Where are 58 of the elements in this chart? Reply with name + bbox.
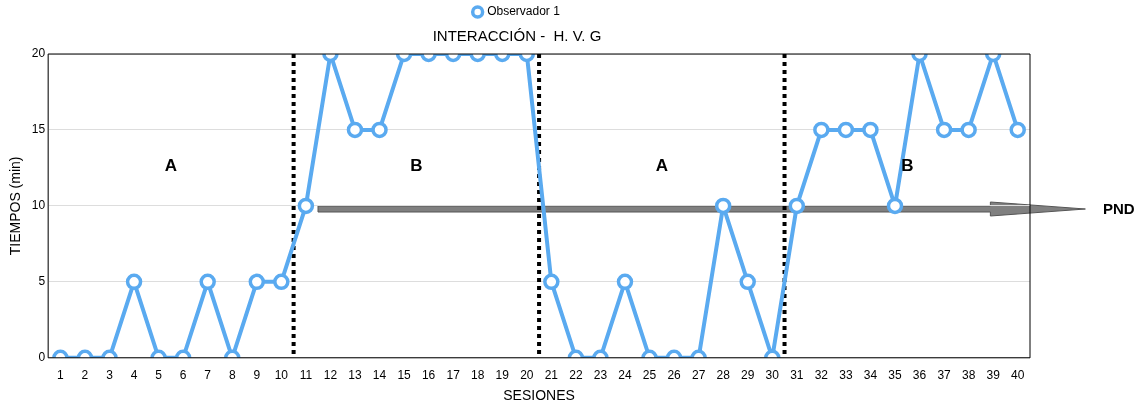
- x-tick-label: 14: [372, 368, 387, 383]
- x-tick-label: 6: [179, 368, 187, 383]
- x-tick-label: 20: [520, 368, 534, 383]
- x-tick-label: 8: [228, 368, 236, 383]
- x-tick-label: 21: [544, 368, 559, 383]
- y-axis-title: TIEMPOS (min): [7, 156, 24, 256]
- x-tick-label: 7: [204, 368, 212, 383]
- x-tick-label: 28: [716, 368, 731, 383]
- y-tick-label: 20: [31, 46, 46, 61]
- x-tick-label: 10: [274, 368, 289, 383]
- point: [886, 197, 904, 215]
- annotation: A: [655, 156, 668, 176]
- x-tick-label: 25: [642, 368, 657, 383]
- x-tick-label: 22: [569, 368, 583, 383]
- x-tick-label: 23: [593, 368, 608, 383]
- x-tick-label: 9: [253, 368, 261, 383]
- x-tick-label: 26: [667, 368, 682, 383]
- x-tick-label: 24: [618, 368, 632, 383]
- y-tick-label: 10: [31, 198, 46, 213]
- x-tick-label: 27: [691, 368, 706, 383]
- x-tick-label: 19: [495, 368, 510, 383]
- x-tick-label: 15: [397, 368, 412, 383]
- x-tick-label: 1: [57, 368, 65, 383]
- x-tick-label: 4: [130, 368, 138, 383]
- x-tick-label: 36: [912, 368, 927, 383]
- x-tick-label: 35: [888, 368, 902, 383]
- x-tick-label: 32: [814, 368, 829, 383]
- x-tick-label: 40: [1011, 368, 1025, 383]
- annotation: B: [410, 156, 423, 176]
- y-tick-label: 5: [38, 274, 46, 289]
- x-tick-label: 29: [741, 368, 755, 383]
- x-tick-label: 17: [446, 368, 461, 383]
- x-tick-label: 2: [81, 368, 89, 383]
- x-axis-title: SESIONES: [503, 387, 575, 404]
- point: [714, 197, 732, 215]
- x-tick-label: 12: [323, 368, 338, 383]
- x-tick-label: 30: [765, 368, 780, 383]
- x-tick-label: 18: [471, 368, 485, 383]
- text: PND: [1103, 199, 1135, 217]
- annotation: A: [164, 156, 178, 176]
- x-tick-label: 11: [299, 368, 313, 383]
- x-tick-label: 13: [348, 368, 362, 383]
- annotation: B: [901, 156, 914, 176]
- y-tick-label: 0: [38, 350, 46, 365]
- y-tick-label: 15: [31, 122, 46, 137]
- x-tick-label: 16: [421, 368, 436, 383]
- x-tick-label: 31: [790, 368, 804, 383]
- x-tick-label: 38: [961, 368, 976, 383]
- x-tick-label: 5: [155, 368, 163, 383]
- legend-label: Observador 1: [487, 4, 561, 19]
- x-tick-label: 37: [937, 368, 952, 383]
- point: [297, 197, 315, 215]
- chart-title: INTERACCIÓN - H. V. G: [432, 27, 602, 45]
- point: [788, 197, 806, 215]
- x-tick-label: 34: [863, 368, 878, 383]
- x-tick-label: 33: [839, 368, 853, 383]
- x-tick-label: 39: [986, 368, 1001, 383]
- x-tick-label: 3: [106, 368, 114, 383]
